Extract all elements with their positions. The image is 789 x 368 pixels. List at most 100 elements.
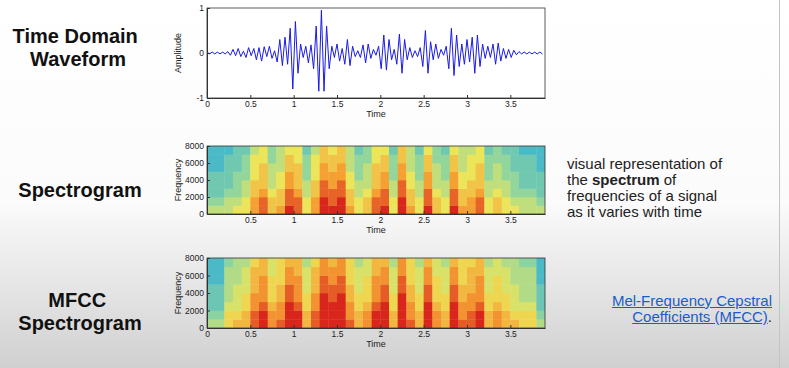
- heatmap-cell: [484, 146, 493, 155]
- heatmap-cell: [441, 172, 450, 181]
- heatmap-cell: [415, 302, 424, 311]
- heatmap-cell: [424, 276, 433, 285]
- heatmap-cell: [467, 172, 476, 181]
- plot-background: [207, 8, 545, 98]
- axis-line: [208, 214, 546, 215]
- heatmap-cell: [528, 206, 537, 215]
- heatmap-cell: [424, 197, 433, 206]
- heatmap-cell: [276, 293, 285, 302]
- tick: 3.5: [505, 325, 517, 339]
- heatmap-cell: [224, 284, 233, 293]
- tick-label: 1: [292, 329, 297, 339]
- heatmap-cell: [502, 258, 511, 267]
- heatmap-cell: [406, 206, 415, 215]
- heatmap-cell: [476, 197, 485, 206]
- heatmap-cell: [242, 180, 251, 189]
- heatmap-cell: [294, 206, 303, 215]
- heatmap-cell: [268, 206, 277, 215]
- heatmap-cell: [328, 267, 337, 276]
- heatmap-cell: [372, 311, 381, 320]
- heatmap-cell: [519, 146, 528, 155]
- heatmap-cell: [458, 163, 467, 172]
- heatmap-cell: [311, 319, 320, 328]
- heatmap-cell: [224, 189, 233, 198]
- heatmap-cell: [406, 276, 415, 285]
- chart: 0.511.522.533.502000400060008000TimeFreq…: [18, 141, 545, 235]
- heatmap-cell: [276, 258, 285, 267]
- heatmap-cell: [328, 302, 337, 311]
- heatmap-cell: [484, 293, 493, 302]
- heatmap-cell: [476, 146, 485, 155]
- heatmap-cell: [467, 163, 476, 172]
- annotation-link[interactable]: Mel-Frequency Cepstral Coefficients (MFC…: [612, 292, 772, 325]
- heatmap-cell: [346, 258, 355, 267]
- heatmap-cell: [424, 146, 433, 155]
- heatmap-cell: [432, 284, 441, 293]
- heatmap-cell: [441, 258, 450, 267]
- panel-title: MFCC Spectrogram: [18, 289, 141, 334]
- heatmap-cell: [242, 197, 251, 206]
- heatmap-cell: [519, 276, 528, 285]
- heatmap-cell: [216, 258, 225, 267]
- heatmap-cell: [224, 276, 233, 285]
- heatmap-cell: [302, 180, 311, 189]
- heatmap-cell: [528, 189, 537, 198]
- tick-label: 1.5: [332, 215, 344, 225]
- heatmap-cell: [493, 276, 502, 285]
- heatmap-cell: [389, 302, 398, 311]
- heatmap-cell: [311, 146, 320, 155]
- heatmap-cell: [484, 311, 493, 320]
- heatmap-cell: [250, 197, 259, 206]
- heatmap-cell: [476, 180, 485, 189]
- heatmap-cell: [519, 206, 528, 215]
- heatmap-cell: [233, 189, 242, 198]
- heatmap-cell: [406, 267, 415, 276]
- heatmap-cell: [528, 146, 537, 155]
- heatmap-cell: [285, 276, 294, 285]
- heatmap-cell: [415, 155, 424, 164]
- heatmap-cell: [415, 206, 424, 215]
- heatmap-cell: [328, 206, 337, 215]
- tick: 2: [378, 211, 383, 225]
- heatmap-cell: [328, 197, 337, 206]
- heatmap-cell: [510, 189, 519, 198]
- tick-label: 2: [378, 329, 383, 339]
- heatmap-cell: [320, 293, 329, 302]
- heatmap-cell: [346, 197, 355, 206]
- heatmap-cell: [502, 146, 511, 155]
- heatmap-cell: [268, 276, 277, 285]
- heatmap-cell: [536, 276, 545, 285]
- heatmap-cell: [432, 302, 441, 311]
- heatmap-cell: [320, 311, 329, 320]
- heatmap-cell: [536, 293, 545, 302]
- tick-label: 0: [199, 209, 204, 219]
- tick-mark: [337, 325, 338, 328]
- heatmap-cell: [207, 146, 216, 155]
- heatmap-cell: [320, 267, 329, 276]
- heatmap-cell: [398, 319, 407, 328]
- heatmap-cell: [216, 267, 225, 276]
- heatmap-cell: [242, 163, 251, 172]
- heatmap-cell: [458, 258, 467, 267]
- heatmap-cell: [536, 258, 545, 267]
- heatmap-cell: [424, 311, 433, 320]
- heatmap-cell: [285, 293, 294, 302]
- heatmap-cell: [224, 197, 233, 206]
- heatmap-cell: [259, 293, 268, 302]
- heatmap-cell: [389, 319, 398, 328]
- heatmap-cell: [493, 172, 502, 181]
- heatmap-cell: [398, 197, 407, 206]
- heatmap-cell: [484, 276, 493, 285]
- tick-mark: [424, 325, 425, 328]
- heatmap-cell: [441, 311, 450, 320]
- tick: 0.5: [245, 95, 257, 109]
- tick-mark: [250, 211, 251, 214]
- tick: 0.5: [245, 211, 257, 225]
- tick: 0.5: [245, 325, 257, 339]
- heatmap-cell: [276, 311, 285, 320]
- heatmap-cell: [276, 180, 285, 189]
- heatmap-cell: [242, 319, 251, 328]
- heatmap-cell: [441, 146, 450, 155]
- heatmap-cell: [294, 197, 303, 206]
- heatmap-cell: [346, 293, 355, 302]
